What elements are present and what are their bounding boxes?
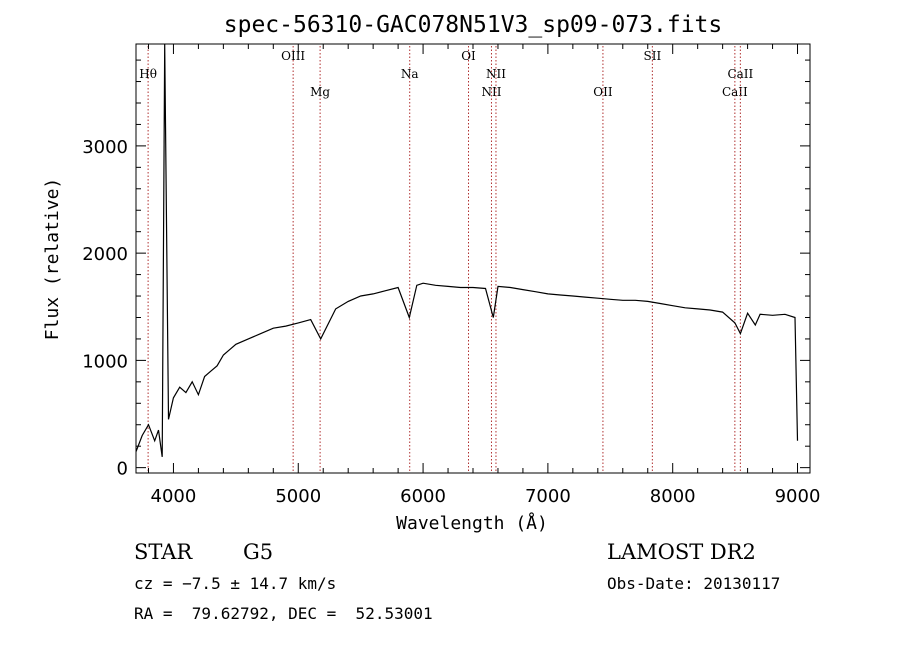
obs-date: Obs-Date: 20130117	[607, 574, 781, 593]
x-tick-label-4: 8000	[650, 486, 696, 507]
x-tick-label-5: 9000	[775, 486, 821, 507]
line-marker-label-2: Mg	[310, 85, 330, 99]
survey-name: LAMOST DR2	[607, 540, 756, 564]
line-marker-label-5: NII	[481, 85, 501, 99]
y-axis-label: Flux (relative)	[42, 178, 63, 341]
spectrum-line-0	[135, 43, 799, 457]
object-subclass: G5	[243, 540, 274, 564]
chart-title: spec-56310-GAC078N51V3_sp09-073.fits	[224, 12, 723, 38]
x-tick-label-0: 4000	[151, 486, 197, 507]
line-marker-label-0: Hθ	[139, 67, 157, 81]
y-tick-label-3: 3000	[82, 137, 128, 158]
plot-frame	[135, 43, 811, 474]
line-marker-label-9: CaII	[722, 85, 748, 99]
x-tick-label-2: 6000	[400, 486, 446, 507]
line-marker-label-10: CaII	[727, 67, 753, 81]
coordinates: RA = 79.62792, DEC = 52.53001	[134, 604, 433, 623]
cz-value: cz = −7.5 ± 14.7 km/s	[134, 574, 337, 593]
x-axis-label: Wavelength (Å)	[396, 512, 548, 534]
object-class: STAR	[134, 540, 193, 564]
line-marker-label-7: OII	[593, 85, 613, 99]
line-marker-label-1: OIII	[281, 49, 305, 63]
line-marker-label-4: OI	[461, 49, 476, 63]
x-tick-label-1: 5000	[275, 486, 321, 507]
line-marker-label-8: SII	[644, 49, 662, 63]
x-tick-label-3: 7000	[525, 486, 571, 507]
y-tick-label-0: 0	[117, 459, 128, 480]
y-tick-label-2: 2000	[82, 244, 128, 265]
y-tick-label-1: 1000	[82, 351, 128, 372]
line-marker-label-6: NII	[486, 67, 506, 81]
line-marker-label-3: Na	[401, 67, 419, 81]
